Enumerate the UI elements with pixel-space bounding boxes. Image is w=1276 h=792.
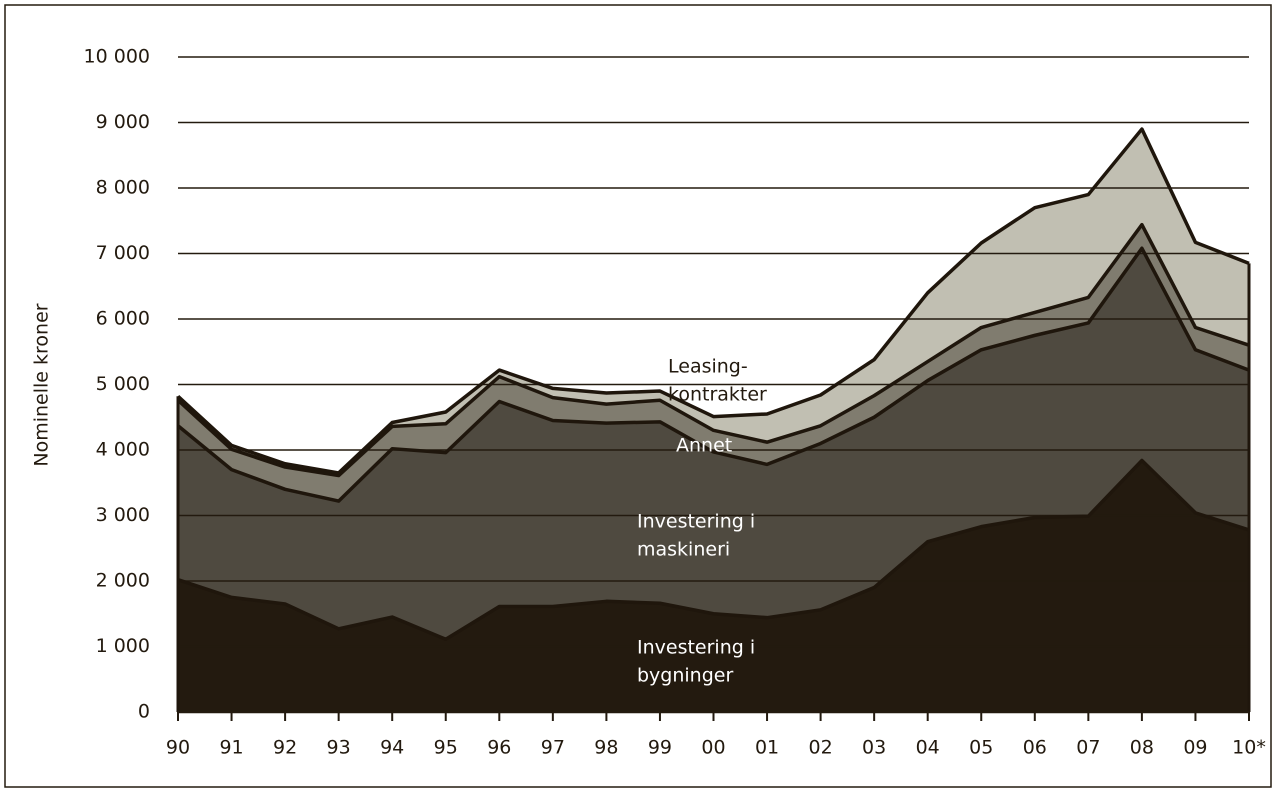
y-tick-label: 9 000 <box>96 111 150 133</box>
area-edge <box>176 127 1250 475</box>
series-label: Investering i <box>637 637 755 659</box>
y-tick-label: 3 000 <box>96 504 150 526</box>
y-tick-label: 2 000 <box>96 570 150 592</box>
x-tick-label: 00 <box>701 737 725 759</box>
series-label: maskineri <box>637 539 730 561</box>
x-tick-label: 96 <box>487 737 511 759</box>
x-tick-label: 98 <box>594 737 618 759</box>
y-tick-label: 6 000 <box>96 308 150 330</box>
y-tick-label: 8 000 <box>96 177 150 199</box>
area-edge <box>176 246 1250 503</box>
series-label: Annet <box>676 435 732 457</box>
area-edge <box>176 222 1250 478</box>
area <box>178 460 1249 712</box>
x-tick-label: 94 <box>380 737 404 759</box>
area <box>178 248 1249 640</box>
x-tick-label: 05 <box>969 737 993 759</box>
x-tick-label: 92 <box>273 737 297 759</box>
x-tick-label: 09 <box>1183 737 1207 759</box>
series-label: kontrakter <box>668 384 767 406</box>
x-tick-label: 03 <box>862 737 886 759</box>
area <box>178 129 1249 476</box>
area <box>178 224 1249 502</box>
y-tick-label: 0 <box>138 701 150 723</box>
series-label: bygninger <box>637 665 733 687</box>
x-tick-label: 04 <box>916 737 940 759</box>
x-tick-label: 97 <box>541 737 565 759</box>
y-tick-label: 1 000 <box>96 635 150 657</box>
x-tick-label: 08 <box>1130 737 1154 759</box>
y-tick-label: 5 000 <box>96 373 150 395</box>
x-tick-label: 01 <box>755 737 779 759</box>
x-tick-label: 06 <box>1023 737 1047 759</box>
x-tick-label: 91 <box>219 737 243 759</box>
series-label: Leasing- <box>668 356 748 378</box>
y-tick-label: 7 000 <box>96 242 150 264</box>
x-tick-label: 99 <box>648 737 672 759</box>
x-tick-label: 07 <box>1076 737 1100 759</box>
x-tick-label: 93 <box>327 737 351 759</box>
x-tick-label: 95 <box>434 737 458 759</box>
frame <box>4 4 1272 788</box>
y-axis-title: Nominelle kroner <box>31 303 53 466</box>
y-tick-label: 10 000 <box>84 46 150 68</box>
x-tick-label: 90 <box>166 737 190 759</box>
series-label: Investering i <box>637 511 755 533</box>
y-tick-label: 4 000 <box>96 439 150 461</box>
area-edge <box>177 458 1250 642</box>
x-tick-label: 02 <box>809 737 833 759</box>
x-tick-label: 10* <box>1232 737 1266 759</box>
